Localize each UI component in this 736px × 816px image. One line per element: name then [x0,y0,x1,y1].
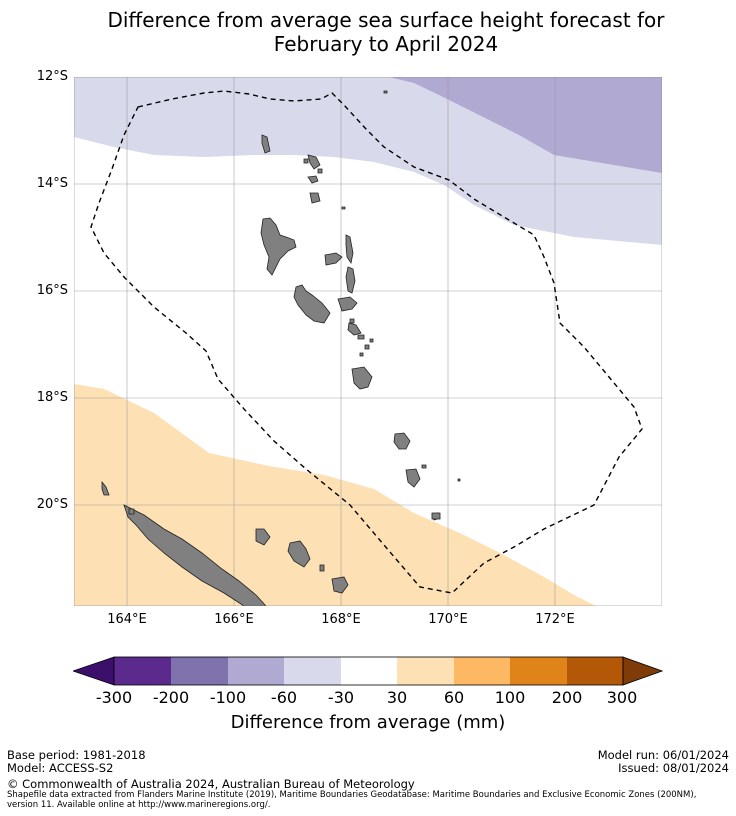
colorbar-extend-high [622,656,663,686]
model-name: Model: ACCESS-S2 [7,761,114,775]
colorbar-bin-8 [510,657,567,685]
lon-label-166e: 166°E [214,612,254,627]
title-line-1: Difference from average sea surface heig… [107,8,665,32]
shapefile-attribution: Shapefile data extracted from Flanders M… [7,790,697,810]
colorbar-bin-6 [397,657,454,685]
colorbar-tick: -300 [95,688,133,707]
colorbar-bin-3 [228,657,284,685]
graticule [74,77,662,606]
colorbar-tick: 200 [551,688,583,707]
vanuatu-islands [260,90,461,521]
colorbar-bin-5 [341,657,397,685]
lon-label-172e: 172°E [535,612,575,627]
title-line-2: February to April 2024 [273,32,499,56]
issued-date: Issued: 08/01/2024 [618,761,729,775]
anomaly-region-minus-60 [389,77,662,173]
map-title: Difference from average sea surface heig… [0,8,736,56]
colorbar-tick: 30 [386,688,408,707]
colorbar-tick: -30 [327,688,355,707]
colorbar-tick: 60 [443,688,465,707]
lat-label-20s: 20°S [36,497,68,512]
eez-boundary [90,90,643,594]
lat-label-12s: 12°S [36,69,68,84]
lon-label-170e: 170°E [428,612,468,627]
lat-label-16s: 16°S [36,283,68,298]
colorbar-extend-low [73,656,115,686]
colorbar-bin-2 [171,657,228,685]
lat-label-14s: 14°S [36,176,68,191]
lat-label-18s: 18°S [36,390,68,405]
colorbar-label: Difference from average (mm) [230,712,506,733]
new-caledonia-islands [101,480,441,606]
colorbar-tick: -60 [270,688,298,707]
colorbar-tick: 300 [606,688,638,707]
colorbar [73,656,663,686]
copyright: © Commonwealth of Australia 2024, Austra… [7,777,415,791]
colorbar-tick: -100 [209,688,247,707]
model-run-date: Model run: 06/01/2024 [597,748,729,762]
anomaly-region-plus-30 [74,384,596,606]
lon-label-168e: 168°E [321,612,361,627]
base-period: Base period: 1981-2018 [7,748,146,762]
colorbar-bin-4 [284,657,341,685]
colorbar-bin-1 [114,657,171,685]
colorbar-tick: -200 [152,688,190,707]
sea-surface-height-map [74,77,662,606]
colorbar-tick: 100 [494,688,526,707]
colorbar-bin-7 [454,657,510,685]
colorbar-bin-9 [567,657,623,685]
lon-label-164e: 164°E [107,612,147,627]
